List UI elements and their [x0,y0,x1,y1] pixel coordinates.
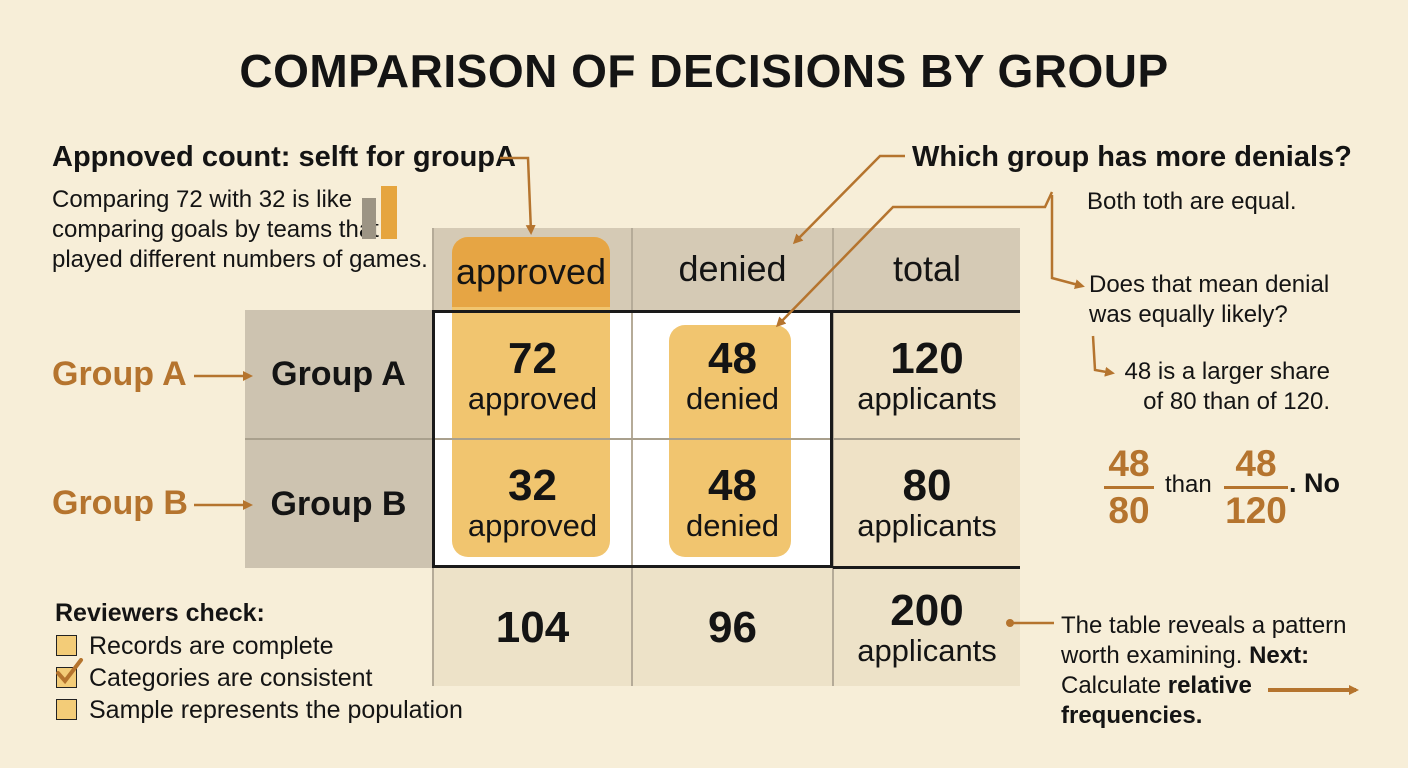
cell-value: 200 [890,586,964,635]
conclusion-line: frequencies. [1061,702,1203,729]
fraction-48-120: 48 120 [1224,444,1288,531]
checkbox-checked[interactable] [56,657,83,688]
bar-chart-icon [362,198,376,239]
cell-unit: approved [467,380,598,416]
cell-b-total: 80 applicants [834,440,1020,566]
checkbox[interactable] [56,698,77,720]
fraction-48-80: 48 80 [1104,444,1154,531]
arrow-question-to-denied [792,154,905,245]
left-note-text: Comparing 72 with 32 is like comparing g… [52,185,428,275]
cell-unit: applicants [857,508,997,543]
cell-value: 32 [508,461,557,510]
checklist-item[interactable]: Sample represents the population [56,694,463,726]
checklist-item[interactable]: Records are complete [56,630,463,662]
left-note-line: Comparing 72 with 32 is like [52,186,353,213]
conclusion-text: The table reveals a pattern worth examin… [1061,611,1347,731]
grid-line [631,228,633,686]
fraction-between: than [1165,471,1212,498]
left-note-heading: Appnoved count: selft for groupA [52,141,516,173]
page-title: COMPARISON OF DECISIONS BY GROUP [239,45,1169,97]
outer-label-group-b: Group B [52,484,188,522]
totals-row [432,568,1020,686]
cell-value: 48 [708,461,757,510]
right-note-followup: Does that mean denial was equally likely… [1089,270,1329,330]
checklist-heading: Reviewers check: [55,599,265,627]
row-label-group-b: Group B [270,484,407,523]
checklist-item-label: Categories are consistent [89,664,373,692]
cell-unit: applicants [857,380,997,416]
right-note-answer: Both toth are equal. [1087,188,1297,215]
outer-label-group-a: Group A [52,355,187,393]
total-denied: 96 [633,570,832,686]
header-total: total [892,248,962,289]
cell-unit: applicants [857,633,997,668]
cell-a-denied: 48 denied [633,313,832,438]
grid-line [833,310,1020,313]
left-note-line: played different numbers of games. [52,246,428,273]
checklist-item-label: Sample represents the population [89,696,463,724]
arrow-question-to-denied-cell [775,191,1054,328]
arrow-heading-to-approved [500,156,536,235]
insight-line: 48 is a larger share [1124,358,1330,385]
checklist-item-label: Records are complete [89,632,334,660]
data-cells-border [432,310,833,568]
cell-value: 104 [495,603,570,652]
grid-line [245,438,1020,440]
denied-highlight [669,325,791,557]
conclusion-line: worth examining. Next: [1061,642,1310,669]
followup-line: Does that mean denial [1089,271,1330,298]
connector-dot [1006,619,1014,627]
cell-unit: approved [467,508,598,543]
cell-unit: denied [685,508,780,543]
cell-unit: denied [685,380,780,416]
fraction-denominator: 120 [1225,490,1287,531]
row-label-group-a: Group A [271,354,406,393]
left-note-line: comparing goals by teams that [52,216,379,243]
cell-value: 120 [890,333,964,383]
checklist: Records are complete Categories are cons… [56,630,463,726]
cell-value: 48 [708,333,757,383]
conclusion-line: Calculate relative [1061,672,1252,699]
cell-b-denied: 48 denied [633,440,832,566]
arrow-to-insight [1091,335,1115,377]
grid-line [832,228,834,686]
cell-a-approved: 72 approved [434,313,631,438]
grid-line [833,566,1020,569]
fraction-tail: . No [1289,468,1340,498]
fraction-numerator: 48 [1108,443,1150,484]
checklist-item[interactable]: Categories are consistent [56,657,463,694]
approved-header-highlight [452,237,610,307]
checkbox[interactable] [56,634,77,656]
checkmark-icon [56,657,83,685]
followup-line: was equally likely? [1089,301,1288,328]
insight-line: of 80 than of 120. [1143,388,1330,415]
cell-value: 96 [708,603,757,652]
fraction-numerator: 48 [1235,443,1277,484]
bar-chart-icon-bar [381,186,397,239]
header-approved: approved [455,251,607,292]
total-approved: 104 [434,570,631,686]
fraction-denominator: 80 [1108,490,1150,531]
cell-b-approved: 32 approved [434,440,631,566]
right-note-question: Which group has more denials? [912,141,1352,173]
cell-value: 80 [902,461,952,510]
cell-a-total: 120 applicants [834,313,1020,438]
header-denied: denied [678,248,787,289]
arrow-to-followup [1050,195,1085,290]
cell-value: 72 [508,333,557,383]
right-note-insight: 48 is a larger share of 80 than of 120. [1120,357,1330,417]
total-total: 200 applicants [834,570,1020,686]
conclusion-line: The table reveals a pattern [1061,612,1347,639]
